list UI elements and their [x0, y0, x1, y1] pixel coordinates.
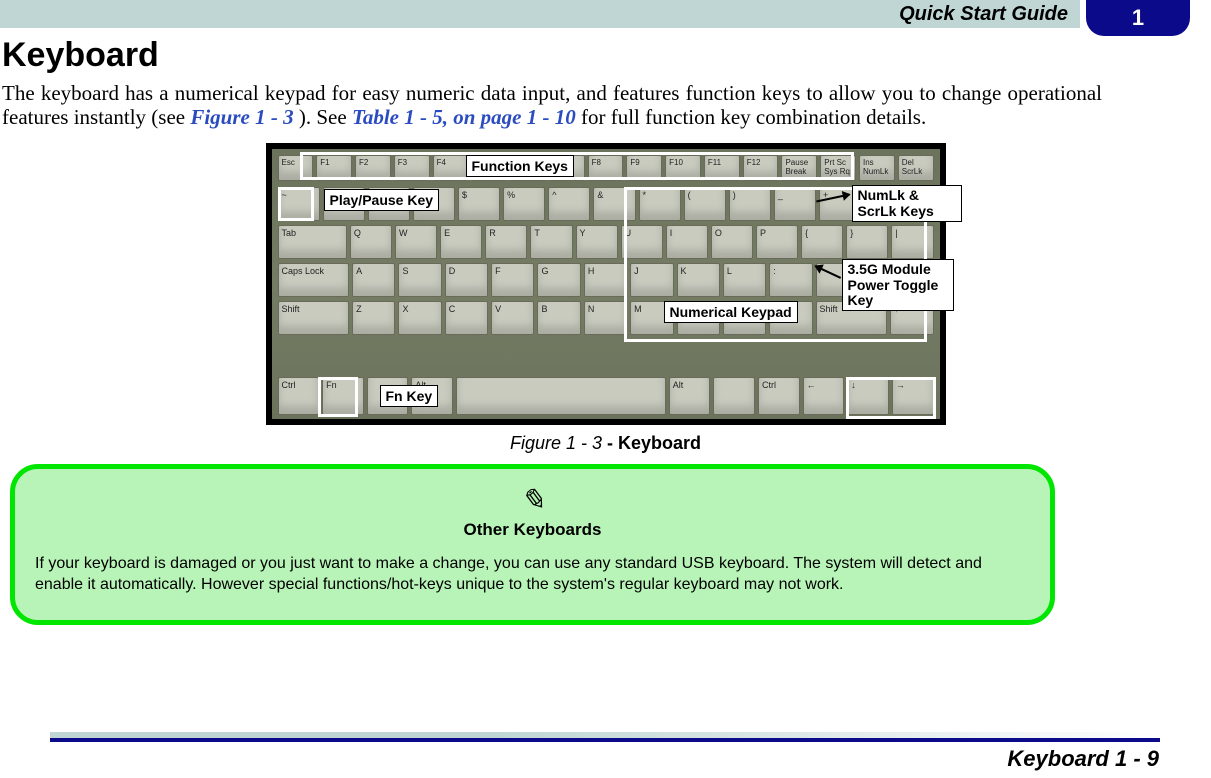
- key: S: [398, 263, 441, 297]
- key: D: [445, 263, 488, 297]
- key: R: [485, 225, 527, 259]
- chapter-tab: 1: [1086, 0, 1190, 36]
- key: H: [584, 263, 627, 297]
- key: W: [395, 225, 437, 259]
- note-title: Other Keyboards: [35, 520, 1030, 540]
- label-35g-module: 3.5G Module Power Toggle Key: [842, 259, 954, 311]
- key: ←: [803, 377, 845, 415]
- key: T: [530, 225, 572, 259]
- key: Ctrl: [278, 377, 320, 415]
- label-numlk-scrlk: NumLk & ScrLk Keys: [852, 185, 962, 222]
- key: Z: [352, 301, 395, 335]
- key: [713, 377, 755, 415]
- pencil-icon: ✎: [35, 483, 1030, 518]
- overlay-arrow-keys: [846, 377, 936, 419]
- intro-text-post: for full function key combination detail…: [581, 105, 926, 129]
- key: Ins NumLk: [859, 155, 895, 181]
- key: C: [445, 301, 488, 335]
- key: G: [537, 263, 580, 297]
- key: N: [584, 301, 627, 335]
- key: Q: [350, 225, 392, 259]
- key: Alt: [669, 377, 711, 415]
- header-title: Quick Start Guide: [899, 3, 1068, 26]
- key: Del ScrLk: [898, 155, 934, 181]
- key: F: [491, 263, 534, 297]
- overlay-fn-key: [318, 377, 358, 417]
- label-play-pause: Play/Pause Key: [324, 189, 440, 211]
- header-bar: Quick Start Guide: [0, 0, 1080, 28]
- intro-paragraph: The keyboard has a numerical keypad for …: [2, 81, 1102, 129]
- chapter-number: 1: [1132, 5, 1144, 31]
- key: X: [398, 301, 441, 335]
- key: Tab: [278, 225, 347, 259]
- key: V: [491, 301, 534, 335]
- overlay-function-keys: [300, 152, 854, 180]
- keyboard-figure: EscF1F2F3F4F5F6F7F8F9F10F11F12Pause Brea…: [266, 143, 946, 425]
- key: ^: [548, 187, 590, 221]
- page-title: Keyboard: [2, 36, 1211, 75]
- key: Shift: [278, 301, 350, 335]
- label-fn-key: Fn Key: [380, 385, 439, 407]
- key: Caps Lock: [278, 263, 350, 297]
- key: Ctrl: [758, 377, 800, 415]
- overlay-tilde-key: [278, 187, 314, 221]
- key: B: [537, 301, 580, 335]
- note-box: ✎ Other Keyboards If your keyboard is da…: [10, 464, 1055, 625]
- key: %: [503, 187, 545, 221]
- figure-caption: Figure 1 - 3 - Keyboard: [0, 433, 1211, 454]
- key: A: [352, 263, 395, 297]
- keyboard-surface: EscF1F2F3F4F5F6F7F8F9F10F11F12Pause Brea…: [272, 149, 940, 419]
- footer-rule: [50, 738, 1160, 742]
- intro-text-mid: ). See: [299, 105, 352, 129]
- keyboard-frame: EscF1F2F3F4F5F6F7F8F9F10F11F12Pause Brea…: [266, 143, 946, 425]
- figure-reference-link[interactable]: Figure 1 - 3: [190, 105, 293, 129]
- note-text: If your keyboard is damaged or you just …: [35, 554, 1030, 596]
- key: $: [458, 187, 500, 221]
- figure-title: - Keyboard: [607, 433, 701, 453]
- table-reference-link[interactable]: Table 1 - 5, on page 1 - 10: [352, 105, 576, 129]
- key: E: [440, 225, 482, 259]
- key: Y: [576, 225, 618, 259]
- label-function-keys: Function Keys: [466, 155, 574, 177]
- key: [456, 377, 666, 415]
- key-row-5: CtrlFnAltAltCtrl←↓→: [272, 377, 940, 415]
- footer-text: Keyboard 1 - 9: [1007, 746, 1159, 772]
- figure-label: Figure 1 - 3: [510, 433, 602, 453]
- label-numerical-keypad: Numerical Keypad: [664, 301, 798, 323]
